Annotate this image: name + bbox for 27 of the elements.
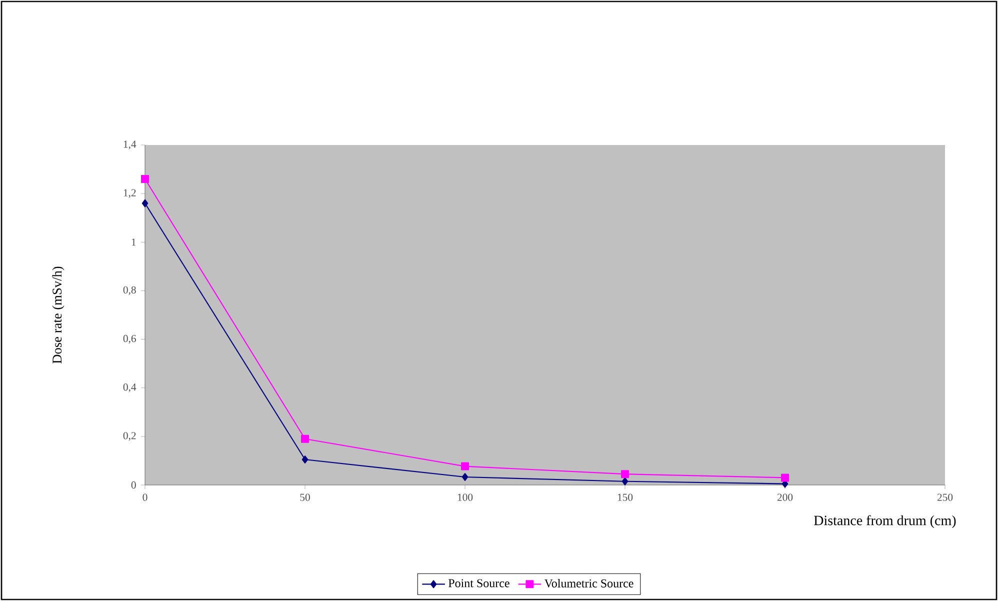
y-tick-label: 0,8: [123, 286, 136, 296]
y-tick-label: 1: [132, 238, 136, 246]
point: [141, 175, 150, 183]
x-tick-label: 50: [300, 494, 310, 501]
y-axis-title: Dose rate (mSv/h): [52, 266, 64, 364]
y-tick-label: 0: [131, 481, 136, 489]
x-tick-label: 0: [142, 494, 148, 501]
legend-label: Point Source: [448, 579, 510, 588]
point: [461, 462, 470, 470]
x-tick-label: 100: [458, 494, 473, 501]
point: [621, 470, 630, 478]
point: [622, 477, 628, 486]
point: [462, 472, 468, 481]
x-axis-title: Distance from drum (cm): [814, 515, 956, 528]
x-tick-label: 250: [937, 494, 953, 501]
x-tick-label: 200: [777, 494, 793, 501]
point: [781, 474, 790, 482]
legend-label: Volumetric Source: [544, 579, 634, 588]
point: [142, 199, 148, 208]
y-tick-label: 1,2: [124, 189, 136, 198]
y-tick-label: 0,2: [123, 432, 136, 441]
point: [301, 434, 310, 443]
point: [302, 456, 308, 464]
y-tick-label: 0,6: [123, 334, 136, 344]
y-tick-label: 1,4: [124, 140, 136, 150]
x-tick-label: 150: [618, 494, 633, 501]
y-tick-label: 0,4: [123, 383, 136, 392]
